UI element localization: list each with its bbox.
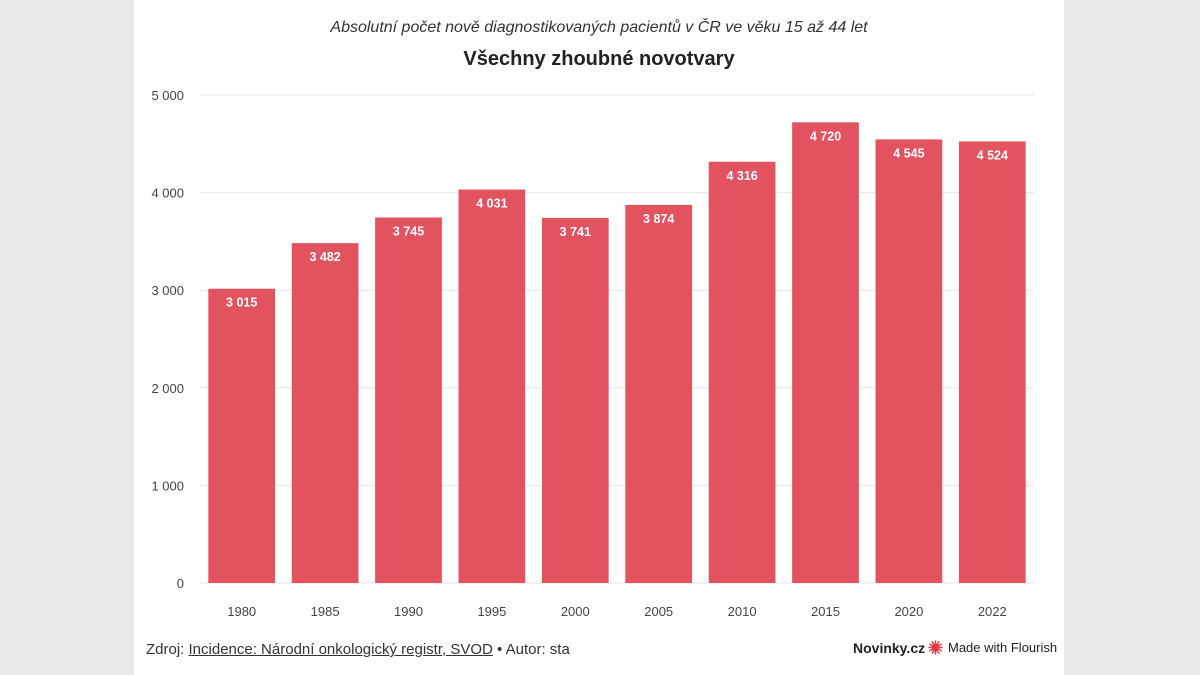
data-label: 3 015: [226, 296, 257, 310]
x-tick-label: 2015: [811, 604, 840, 619]
data-label: 3 874: [643, 212, 674, 226]
bar: [958, 141, 1026, 584]
bar: [208, 288, 276, 583]
bar: [708, 161, 776, 583]
chart-card: Absolutní počet nově diagnostikovaných p…: [134, 0, 1064, 675]
y-tick-label: 1 000: [151, 478, 184, 493]
data-label: 4 316: [726, 169, 757, 183]
x-tick-label: 2020: [894, 604, 923, 619]
y-tick-label: 4 000: [151, 186, 184, 201]
source-prefix: Zdroj:: [146, 641, 189, 658]
data-label: 3 745: [393, 224, 424, 238]
x-tick-label: 2010: [728, 604, 757, 619]
y-tick-label: 0: [177, 576, 184, 591]
author-text: • Autor: sta: [492, 641, 570, 658]
bar: [458, 189, 526, 583]
flourish-label: Made with Flourish: [948, 640, 1058, 655]
x-tick-label: 1985: [311, 604, 340, 619]
data-label: 4 545: [893, 146, 924, 160]
data-label: 4 524: [977, 148, 1008, 162]
flourish-logo-icon: [928, 640, 943, 655]
bar: [291, 243, 359, 583]
bar: [541, 217, 609, 583]
source-link[interactable]: Incidence: Národní onkologický registr, …: [188, 641, 493, 658]
x-tick-label: 1990: [394, 604, 423, 619]
data-label: 4 031: [476, 197, 507, 211]
footer-source: Zdroj: Incidence: Národní onkologický re…: [146, 641, 570, 658]
brand-logo[interactable]: Novinky.cz: [853, 640, 926, 656]
x-tick-label: 1995: [477, 604, 506, 619]
y-tick-label: 3 000: [151, 283, 184, 298]
data-label: 3 482: [309, 250, 340, 264]
x-tick-label: 2005: [644, 604, 673, 619]
bar: [375, 217, 442, 583]
bar: [875, 139, 943, 583]
y-tick-label: 5 000: [151, 88, 184, 103]
y-tick-label: 2 000: [151, 381, 184, 396]
bar: [625, 204, 693, 584]
data-label: 3 741: [560, 225, 591, 239]
x-tick-label: 2022: [978, 604, 1007, 619]
x-tick-label: 1980: [227, 604, 256, 619]
data-label: 4 720: [810, 129, 841, 143]
bar-chart: 0 1 000 2 000 3 000 4 000 5 000 3 015 1980 3 482…: [151, 88, 1034, 619]
x-tick-label: 2000: [561, 604, 590, 619]
chart-subtitle: Absolutní počet nově diagnostikovaných p…: [330, 19, 868, 36]
bar: [792, 122, 859, 583]
made-with-flourish-link[interactable]: Made with Flourish: [928, 640, 1057, 655]
chart-title: Všechny zhoubné novotvary: [463, 48, 735, 70]
